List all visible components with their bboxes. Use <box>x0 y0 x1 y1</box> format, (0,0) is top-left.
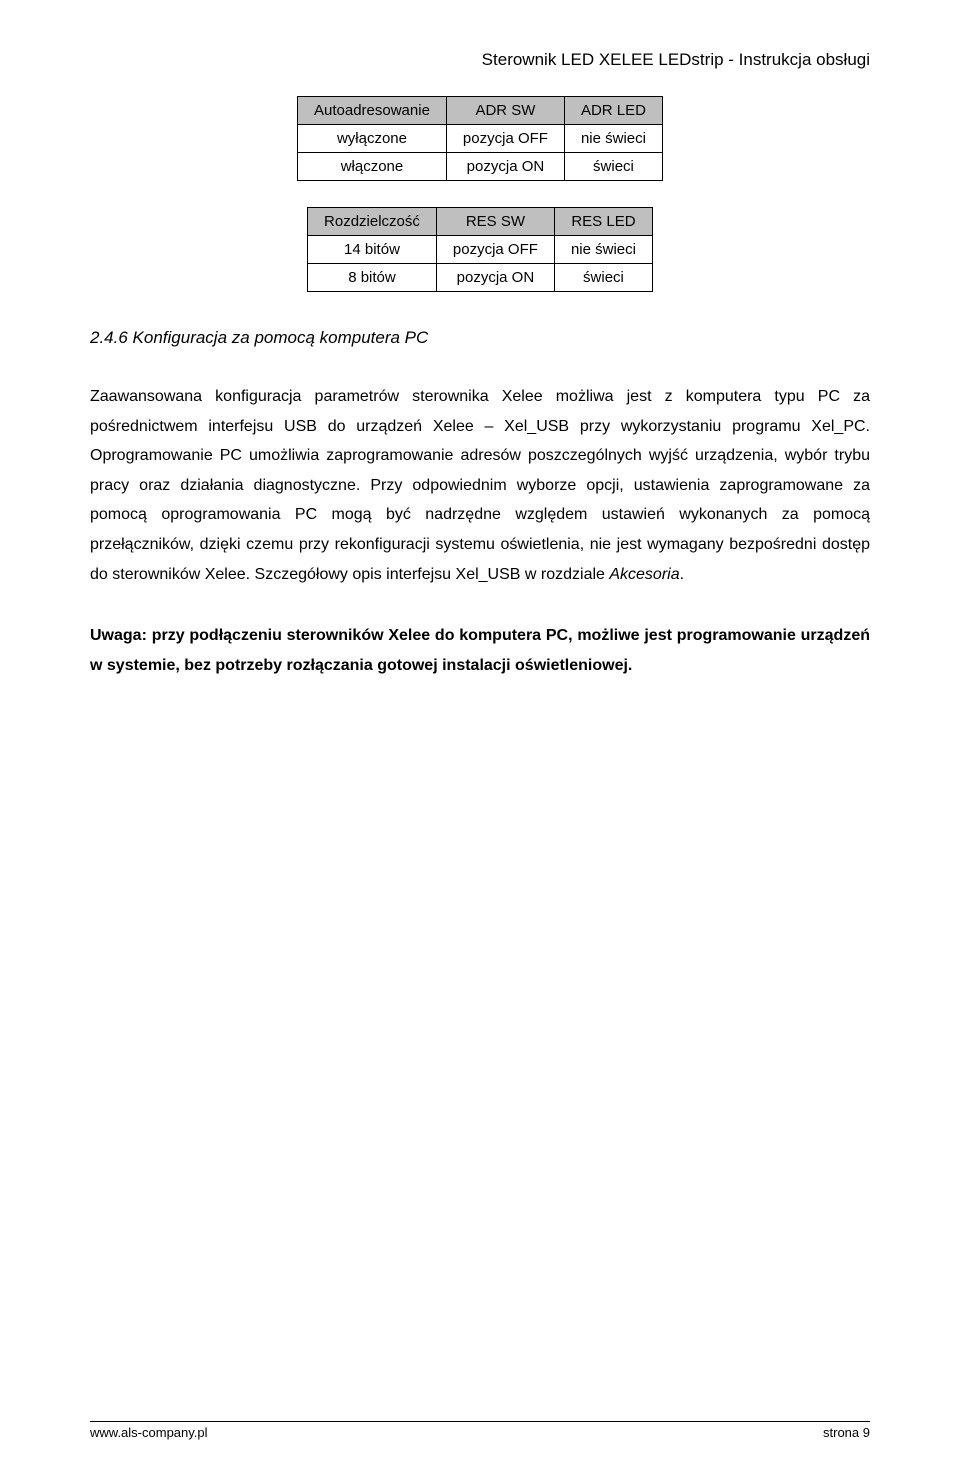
paragraph-main-italic: Akcesoria <box>609 566 679 583</box>
page-header-title: Sterownik LED XELEE LEDstrip - Instrukcj… <box>90 50 870 70</box>
table2-cell: pozycja ON <box>436 264 554 292</box>
footer-right: strona 9 <box>823 1425 870 1440</box>
table2-header-2: RES LED <box>554 208 652 236</box>
table-autoadresowanie: Autoadresowanie ADR SW ADR LED wyłączone… <box>297 96 663 181</box>
table1-cell: świeci <box>564 153 662 181</box>
section-title: 2.4.6 Konfiguracja za pomocą komputera P… <box>90 328 870 348</box>
table2-header-1: RES SW <box>436 208 554 236</box>
page-footer: www.als-company.pl strona 9 <box>90 1421 870 1440</box>
table2-cell: 14 bitów <box>308 236 437 264</box>
paragraph-main-part1: Zaawansowana konfiguracja parametrów ste… <box>90 388 870 583</box>
table1-cell: pozycja ON <box>446 153 564 181</box>
table2-cell: 8 bitów <box>308 264 437 292</box>
table2-cell: nie świeci <box>554 236 652 264</box>
paragraph-warning: Uwaga: przy podłączeniu sterowników Xele… <box>90 621 870 680</box>
paragraph-main-part2: . <box>680 566 684 583</box>
paragraph-main: Zaawansowana konfiguracja parametrów ste… <box>90 382 870 589</box>
table-row: 8 bitów pozycja ON świeci <box>308 264 653 292</box>
table-row: wyłączone pozycja OFF nie świeci <box>298 125 663 153</box>
table-row: włączone pozycja ON świeci <box>298 153 663 181</box>
table1-header-1: ADR SW <box>446 97 564 125</box>
table1-cell: pozycja OFF <box>446 125 564 153</box>
table1-cell: wyłączone <box>298 125 447 153</box>
table2-header-0: Rozdzielczość <box>308 208 437 236</box>
table1-cell: włączone <box>298 153 447 181</box>
table1-header-2: ADR LED <box>564 97 662 125</box>
table1-header-0: Autoadresowanie <box>298 97 447 125</box>
table2-cell: pozycja OFF <box>436 236 554 264</box>
table-row: 14 bitów pozycja OFF nie świeci <box>308 236 653 264</box>
table1-cell: nie świeci <box>564 125 662 153</box>
table2-cell: świeci <box>554 264 652 292</box>
footer-left: www.als-company.pl <box>90 1425 208 1440</box>
table-rozdzielczosc: Rozdzielczość RES SW RES LED 14 bitów po… <box>307 207 653 292</box>
